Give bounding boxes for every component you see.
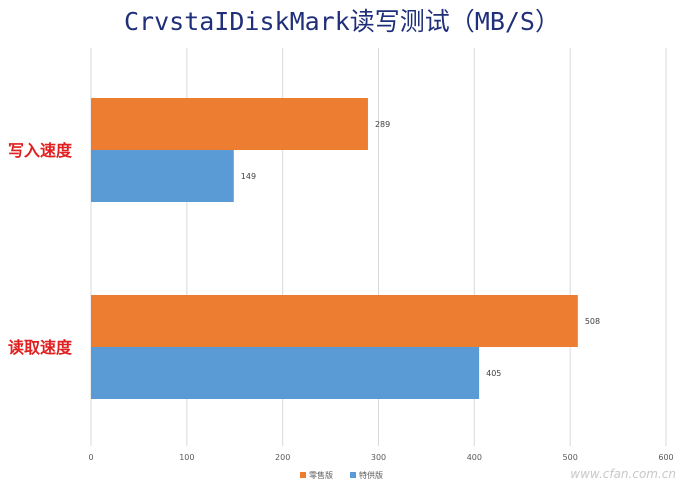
x-tick-label: 0 bbox=[88, 453, 93, 462]
data-label: 405 bbox=[486, 369, 501, 378]
x-tick-label: 300 bbox=[371, 453, 386, 462]
legend-swatch bbox=[350, 472, 356, 478]
bar bbox=[91, 98, 368, 150]
category-label: 写入速度 bbox=[8, 141, 73, 160]
category-label: 读取速度 bbox=[8, 338, 73, 357]
x-tick-label: 600 bbox=[658, 453, 673, 462]
x-tick-label: 400 bbox=[467, 453, 482, 462]
chart-title: CrvstaIDiskMark读写测试（MB/S） bbox=[124, 7, 560, 36]
data-label: 149 bbox=[241, 172, 256, 181]
legend-swatch bbox=[300, 472, 306, 478]
legend: 零售版 特供版 bbox=[300, 470, 383, 480]
bars: 289 149 508 405 bbox=[91, 98, 600, 399]
x-tick-label: 100 bbox=[179, 453, 194, 462]
bar bbox=[91, 150, 234, 202]
x-axis: 0 100 200 300 400 500 600 bbox=[88, 453, 673, 462]
watermark: www.cfan.com.cn bbox=[570, 467, 676, 481]
bar bbox=[91, 347, 480, 399]
x-tick-label: 200 bbox=[275, 453, 290, 462]
data-label: 289 bbox=[375, 120, 390, 129]
data-label: 508 bbox=[585, 317, 600, 326]
bar bbox=[91, 295, 578, 347]
legend-label: 零售版 bbox=[309, 470, 333, 480]
legend-label: 特供版 bbox=[359, 470, 383, 480]
x-tick-label: 500 bbox=[563, 453, 578, 462]
